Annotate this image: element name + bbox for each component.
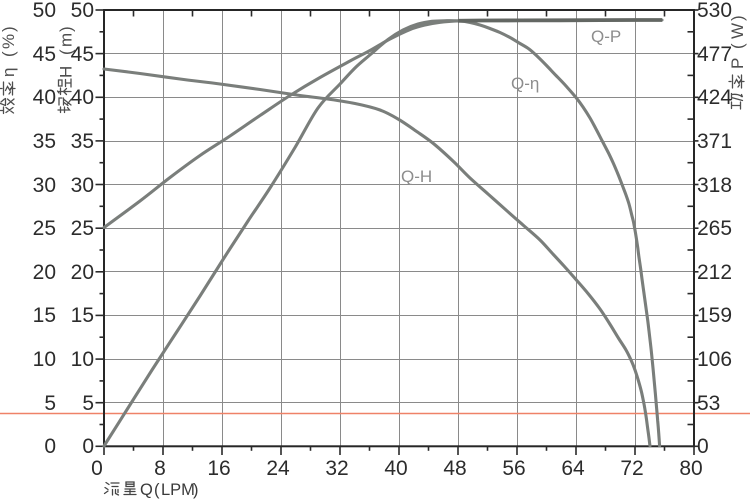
svg-text:Q-η: Q-η <box>511 74 539 93</box>
svg-text:P(W): P(W) <box>728 15 747 69</box>
svg-text:Q(LPM): Q(LPM) <box>140 481 199 499</box>
svg-text:H(m): H(m) <box>57 26 76 78</box>
svg-text:Q-H: Q-H <box>401 167 432 186</box>
svg-text:Q-P: Q-P <box>591 27 621 46</box>
svg-text:η(%): η(%) <box>0 26 18 77</box>
